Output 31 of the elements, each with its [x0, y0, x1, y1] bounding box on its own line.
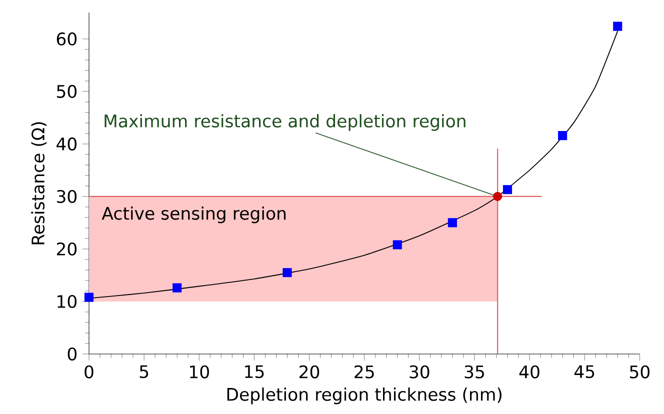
point	[448, 218, 457, 228]
point	[558, 131, 568, 140]
x-tick-label: 20	[300, 365, 320, 378]
y-tick-label: 40	[56, 137, 77, 150]
y-axis-title: Resistance (Ω)	[31, 122, 47, 244]
y-tick-label: 0	[68, 347, 77, 361]
y-tick-label: 50	[57, 84, 77, 98]
point	[172, 283, 182, 292]
y-tick-label: 30	[57, 190, 77, 203]
annotation: Maximum resistance and depletion region	[104, 114, 466, 131]
point	[502, 185, 512, 194]
x-tick-label: 15	[245, 365, 264, 378]
x-tick-label: 45	[574, 365, 594, 378]
y-tick-label: 60	[56, 32, 77, 46]
y-tick-label: 20	[56, 242, 77, 256]
x-axis-title: Depletion region thickness (nm)	[227, 388, 502, 404]
point	[392, 240, 402, 250]
x-tick-label: 10	[190, 365, 209, 378]
x-tick-label: 5	[140, 365, 148, 378]
y-tick-label: 10	[58, 294, 77, 308]
x-tick-label: 0	[84, 365, 94, 378]
x-tick-label: 30	[410, 365, 430, 378]
x-tick-label: 40	[519, 365, 540, 378]
band-label: Active sensing region	[102, 206, 286, 224]
point	[84, 292, 94, 302]
x-tick-label: 35	[464, 365, 484, 378]
x-tick-label: 50	[630, 365, 650, 378]
point	[282, 268, 292, 278]
point	[493, 192, 502, 201]
point	[613, 22, 622, 31]
x-tick-label: 25	[354, 365, 374, 378]
